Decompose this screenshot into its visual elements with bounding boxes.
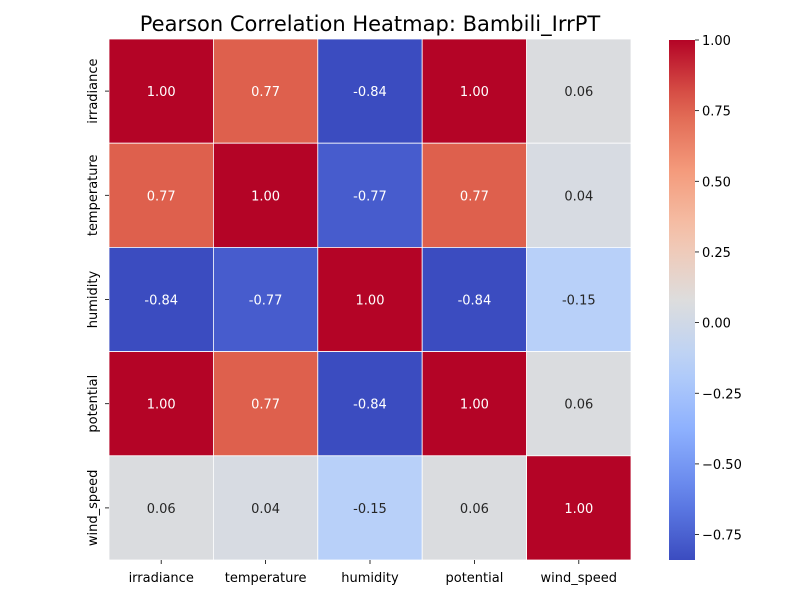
cell-label-1-0: 0.77 [147,189,176,204]
heatmap-cell-1-4 [526,142,632,248]
y-tick-label-2: humidity [86,270,101,328]
heatmap-cell-4-2 [317,455,423,561]
colorbar-tick-label-7: −0.75 [702,529,742,544]
colorbar-tick-label-5: −0.25 [702,387,742,402]
cell-label-2-4: -0.15 [562,294,596,309]
heatmap-cell-0-3 [421,38,528,144]
cell-label-0-3: 1.00 [460,85,489,100]
cell-label-4-4: 1.00 [564,502,593,517]
heatmap-cell-3-1 [212,351,319,457]
cell-label-4-3: 0.06 [460,502,489,517]
colorbar: 1.00 0.75 0.50 0.25 0.00 −0.25 −0.50 −0.75 [669,34,742,560]
colorbar-tick-label-4: 0.00 [702,317,731,332]
heatmap-cell-0-0 [108,38,214,144]
cell-label-4-0: 0.06 [147,502,176,517]
cell-label-3-4: 0.06 [564,398,593,413]
cell-label-2-2: 1.00 [356,294,385,309]
cell-label-4-2: -0.15 [353,502,387,517]
cell-label-2-1: -0.77 [249,294,283,309]
cell-label-3-1: 0.77 [251,398,280,413]
cell-label-3-3: 1.00 [460,398,489,413]
heatmap-cell-4-1 [212,455,319,561]
heatmap-cell-0-2 [317,38,423,144]
cell-label-4-1: 0.04 [251,502,280,517]
y-tick-label-1: temperature [86,154,101,236]
heatmap-cell-2-3 [421,246,528,352]
cell-label-2-0: -0.84 [144,294,178,309]
x-tick-label-1: temperature [225,571,307,586]
cell-label-0-2: -0.84 [353,85,387,100]
x-axis-ticks: irradiance temperature humidity potential wi… [129,560,617,586]
cell-label-1-4: 0.04 [564,189,593,204]
colorbar-tick-label-1: 0.75 [702,105,731,120]
y-tick-label-4: wind_speed [86,470,101,547]
chart-title: Pearson Correlation Heatmap: Bambili_Irr… [140,12,601,37]
colorbar-tick-label-0: 1.00 [702,34,731,49]
heatmap-cell-2-4 [526,246,632,352]
heatmap-cell-1-0 [108,142,214,248]
colorbar-tick-label-6: −0.50 [702,458,742,473]
heatmap-cell-labels: 1.00 0.77 -0.84 1.00 0.06 0.77 1.00 -0.77 0.77 0.… [144,85,595,517]
heatmap-cell-1-2 [317,142,423,248]
cell-label-0-0: 1.00 [147,85,176,100]
x-tick-label-0: irradiance [129,571,194,586]
heatmap-cell-2-1 [212,246,319,352]
y-tick-label-0: irradiance [86,58,101,123]
heatmap-cell-4-0 [108,455,214,561]
cell-label-1-1: 1.00 [251,189,280,204]
heatmap-cell-0-1 [212,38,319,144]
heatmap-cell-2-2 [317,246,423,352]
heatmap-cells [108,38,632,561]
x-tick-label-2: humidity [341,571,399,586]
heatmap-cell-3-2 [317,351,423,457]
cell-label-1-2: -0.77 [353,189,387,204]
heatmap-cell-3-3 [421,351,528,457]
heatmap-cell-3-4 [526,351,632,457]
colorbar-tick-label-3: 0.25 [702,246,731,261]
cell-label-1-3: 0.77 [460,189,489,204]
y-tick-label-3: potential [86,375,101,433]
heatmap-cell-4-4 [526,455,632,561]
cell-label-3-2: -0.84 [353,398,387,413]
x-tick-label-3: potential [445,571,503,586]
colorbar-gradient [669,40,695,560]
heatmap-cell-0-4 [526,38,632,144]
y-axis-ticks: irradiance temperature humidity potential wi… [86,58,109,546]
cell-label-2-3: -0.84 [458,294,492,309]
x-tick-label-4: wind_speed [541,571,618,586]
cell-label-3-0: 1.00 [147,398,176,413]
colorbar-tick-label-2: 0.50 [702,175,731,190]
cell-label-0-4: 0.06 [564,85,593,100]
cell-label-0-1: 0.77 [251,85,280,100]
